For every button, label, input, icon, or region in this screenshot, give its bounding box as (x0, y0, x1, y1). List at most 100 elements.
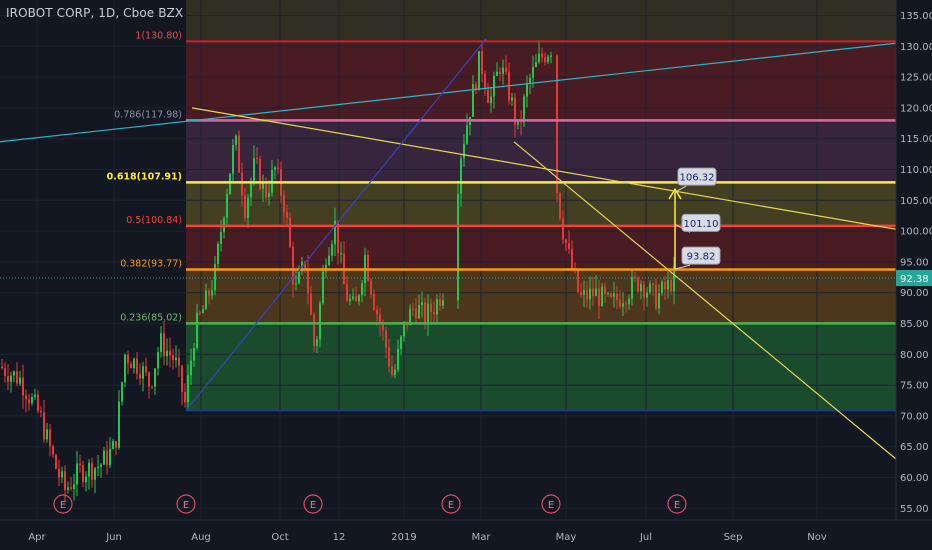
candle-body (622, 303, 624, 307)
candle-body (586, 290, 588, 300)
earnings-marker[interactable] (541, 494, 561, 514)
time-axis[interactable] (0, 520, 932, 550)
candle-body (649, 283, 651, 293)
candle-body (295, 283, 297, 285)
earnings-marker-label: E (183, 500, 189, 511)
earnings-marker[interactable] (441, 494, 461, 514)
candle-body (22, 377, 24, 396)
price-tick-label: 75.00 (900, 381, 929, 392)
candle-body (211, 290, 213, 296)
candle-body (409, 308, 411, 326)
candle-body (52, 446, 54, 455)
candle-body (136, 358, 138, 374)
candle-body (112, 441, 114, 449)
price-tick-label: 120.00 (900, 103, 932, 114)
candle-body (376, 309, 378, 315)
candle-body (475, 84, 477, 91)
candle-body (565, 239, 567, 244)
earnings-marker-label: E (674, 500, 680, 511)
candle-body (58, 468, 60, 478)
candle-body (196, 312, 198, 349)
candle-body (592, 288, 594, 297)
candle-body (463, 143, 465, 159)
candle-body (298, 271, 300, 284)
candle-body (496, 71, 498, 76)
candle-body (457, 194, 459, 301)
candle-body (166, 350, 168, 357)
earnings-marker[interactable] (53, 494, 73, 514)
candle-body (88, 462, 90, 477)
candle-body (661, 281, 663, 294)
candle-body (631, 277, 633, 299)
candle-body (103, 450, 105, 465)
price-tick-label: 90.00 (900, 288, 929, 299)
candle-body (154, 368, 156, 387)
candle-body (562, 218, 564, 240)
price-tick-label: 60.00 (900, 473, 929, 484)
candle-body (202, 309, 204, 313)
callout-label: 93.82 (687, 252, 716, 263)
candle-body (373, 294, 375, 310)
candle-body (265, 182, 267, 198)
candle-body (490, 96, 492, 104)
candle-body (304, 261, 306, 269)
candle-body (226, 194, 228, 218)
candle-body (184, 392, 186, 403)
candle-body (472, 84, 474, 117)
candle-body (388, 347, 390, 367)
candle-body (7, 376, 9, 382)
candle-body (322, 271, 324, 304)
candle-body (607, 293, 609, 295)
candle-body (244, 195, 246, 219)
candle-body (466, 125, 468, 144)
callout-box (681, 246, 721, 265)
candle-body (355, 296, 357, 302)
candle-body (604, 286, 606, 294)
earnings-marker[interactable] (176, 494, 196, 514)
time-tick-label: Apr (28, 532, 46, 543)
candle-body (418, 304, 420, 319)
candle-body (652, 283, 654, 285)
candle-body (262, 182, 264, 189)
candle-body (433, 312, 435, 315)
candle-body (49, 429, 51, 447)
candle-body (517, 121, 519, 125)
candle-body (235, 135, 237, 146)
candle-body (13, 371, 15, 376)
candle-body (142, 366, 144, 379)
earnings-marker-label: E (310, 500, 316, 511)
candle-body (505, 67, 507, 72)
trendline-cyan (0, 42, 897, 143)
earnings-marker[interactable] (303, 494, 323, 514)
price-tick-label: 135.00 (900, 11, 932, 22)
candle-body (673, 265, 675, 292)
candle-body (601, 286, 603, 306)
candle-body (64, 471, 66, 490)
price-tick-label: 65.00 (900, 442, 929, 453)
candle-body (643, 284, 645, 298)
chart-title: IROBOT CORP, 1D, Cboe BZX (6, 6, 184, 20)
candle-body (67, 487, 69, 490)
candle-body (37, 394, 39, 412)
candle-body (670, 280, 672, 292)
candle-body (256, 158, 258, 160)
candle-body (115, 441, 117, 448)
candle-body (610, 293, 612, 297)
candle-body (367, 254, 369, 281)
candle-body (589, 288, 591, 300)
candle-body (415, 308, 417, 319)
candle-body (25, 395, 27, 400)
candle-body (526, 83, 528, 97)
candle-body (613, 293, 615, 297)
candle-body (385, 330, 387, 348)
candle-body (73, 484, 75, 489)
candle-body (268, 192, 270, 198)
candle-body (511, 97, 513, 101)
last-price-label: 92.38 (900, 274, 929, 285)
time-tick-label: Nov (807, 532, 827, 543)
candle-body (232, 145, 234, 174)
candle-body (94, 468, 96, 480)
earnings-marker[interactable] (667, 494, 687, 514)
